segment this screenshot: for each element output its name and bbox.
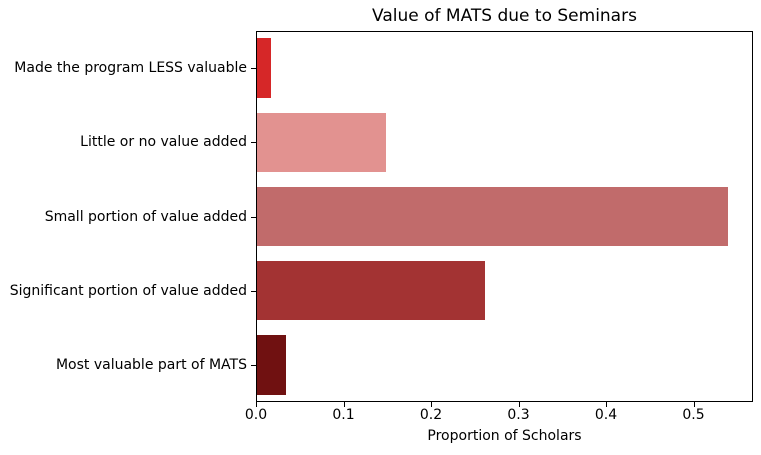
x-tick-mark-0 (256, 402, 257, 407)
x-tick-label-4: 0.4 (594, 407, 618, 423)
y-tick-label-0: Made the program LESS valuable (14, 60, 247, 77)
x-tick-label-5: 0.5 (682, 407, 705, 423)
bar-4 (257, 335, 286, 395)
y-tick-mark-0 (251, 68, 256, 70)
y-tick-mark-2 (251, 216, 256, 218)
bar-3 (257, 261, 486, 321)
x-tick-mark-1 (343, 402, 345, 407)
chart-title: Value of MATS due to Seminars (372, 6, 637, 26)
y-tick-label-2: Small portion of value added (44, 208, 247, 225)
y-tick-label-1: Little or no value added (80, 134, 247, 151)
x-tick-label-1: 0.1 (332, 407, 355, 423)
y-tick-mark-4 (251, 364, 256, 366)
y-tick-label-4: Most valuable part of MATS (55, 356, 247, 373)
bar-2 (257, 186, 729, 247)
y-tick-mark-3 (251, 290, 256, 292)
bar-1 (257, 112, 386, 172)
x-axis-label: Proportion of Scholars (427, 428, 582, 444)
x-tick-label-2: 0.2 (419, 407, 443, 423)
y-tick-mark-1 (251, 142, 256, 144)
x-tick-mark-4 (606, 402, 607, 407)
x-tick-mark-5 (693, 402, 695, 407)
x-tick-mark-2 (431, 402, 432, 407)
bar-0 (257, 38, 271, 98)
x-tick-label-0: 0.0 (244, 407, 268, 423)
x-tick-label-3: 0.3 (507, 407, 530, 423)
y-tick-label-3: Significant portion of value added (9, 282, 247, 299)
plot-area (256, 31, 753, 402)
x-tick-mark-3 (518, 402, 520, 407)
